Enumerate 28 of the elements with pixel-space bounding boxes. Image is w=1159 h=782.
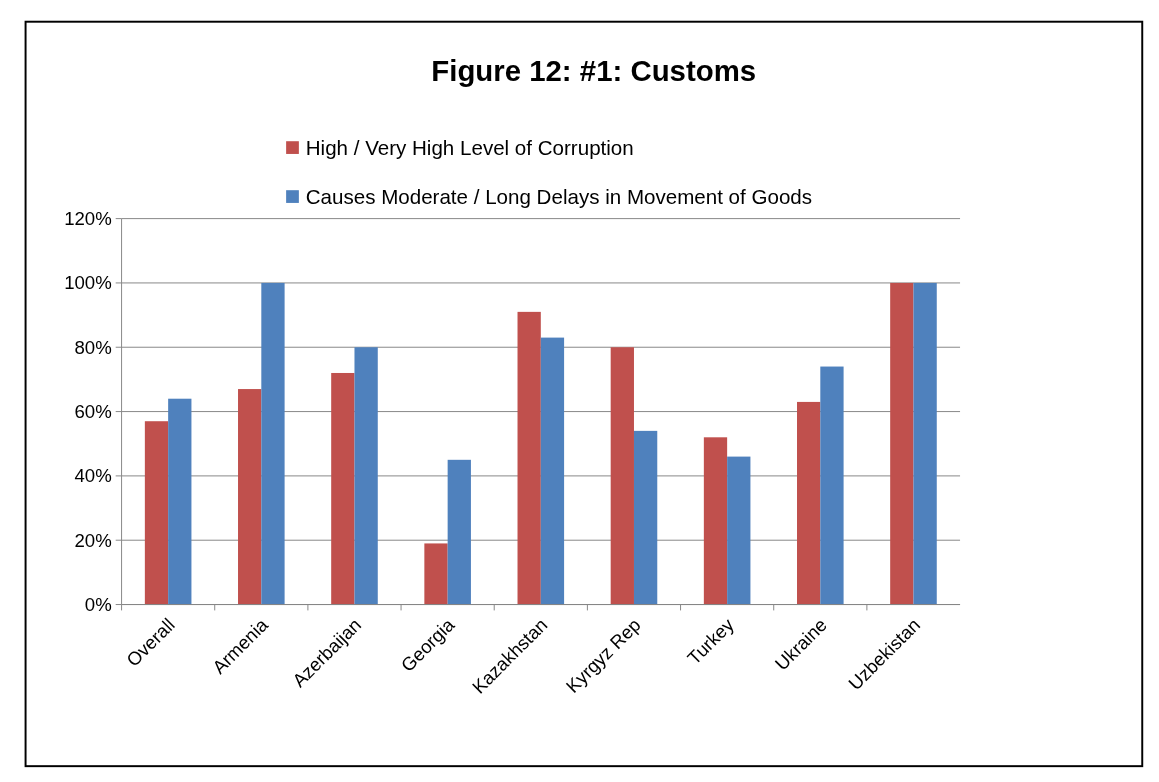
legend-label: Causes Moderate / Long Delays in Movement of Goods [305,185,813,209]
bar [913,282,937,605]
bar [447,459,471,605]
bar [703,437,728,605]
y-tick-label: 20% [74,529,112,551]
bar [238,389,262,605]
bar [890,282,914,605]
bar [797,401,821,605]
bar [261,282,285,605]
y-tick-label: 80% [74,336,112,358]
bar [144,421,169,605]
bar [540,337,565,605]
bar [331,372,355,605]
y-tick-label: 100% [64,272,112,294]
legend-label: High / Very High Level of Corruption [305,136,634,160]
y-tick-label: 40% [74,465,112,487]
bar [168,398,192,605]
bar [633,430,658,605]
y-tick-label: 0% [84,594,112,616]
y-tick-label: 60% [74,401,112,423]
bar [727,456,751,605]
bar [424,543,448,605]
bar [517,311,541,605]
bar [610,347,634,605]
y-tick-label: 120% [64,208,112,230]
bar [354,347,378,605]
bar [820,366,844,605]
chart-title: Figure 12: #1: Customs [431,54,757,88]
